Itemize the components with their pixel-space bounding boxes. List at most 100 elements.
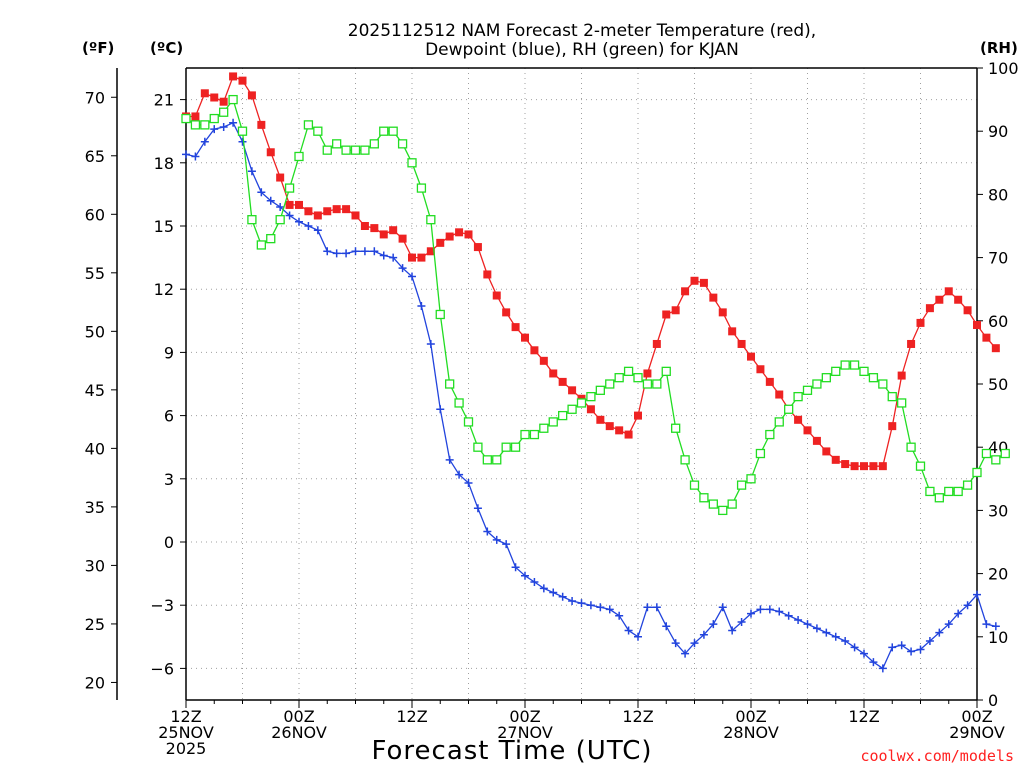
dewpoint-point [549, 588, 558, 597]
temperature-point [747, 352, 755, 361]
dewpoint-point [812, 624, 821, 633]
rh-point [332, 139, 342, 149]
chart-title: 2025112512 NAM Forecast 2-meter Temperat… [348, 21, 816, 60]
temperature-point [925, 304, 934, 313]
dewpoint-point [841, 637, 850, 646]
temperature-point [455, 228, 464, 237]
celsius-tick-label: −3 [150, 596, 174, 615]
temperature-point [944, 287, 953, 296]
temperature-point [982, 333, 991, 342]
rh-point [614, 373, 624, 383]
rh-tick-label: 60 [988, 312, 1008, 331]
rh-tick-label: 10 [988, 628, 1008, 647]
rh-point [558, 410, 568, 421]
temperature-point [408, 253, 416, 262]
temperature-point [389, 226, 398, 235]
temperature-point [323, 207, 332, 216]
temperature-point [370, 224, 379, 233]
rh-point [1000, 448, 1010, 459]
rh-point [680, 455, 690, 465]
temperature-point [247, 91, 256, 100]
fahrenheit-unit-label: (ºF) [82, 39, 114, 57]
dewpoint-point [709, 620, 718, 629]
rh-point [887, 391, 897, 402]
rh-point [397, 139, 408, 149]
dewpoint-point [200, 137, 209, 146]
rh-point [539, 423, 549, 433]
temperature-point [445, 232, 454, 241]
dewpoint-point [775, 607, 784, 616]
dewpoint-point [803, 620, 812, 629]
dewpoint-point [502, 540, 511, 549]
dewpoint-point [662, 622, 671, 631]
dewpoint-point [850, 643, 859, 652]
rh-point [689, 480, 700, 490]
dewpoint-point [304, 222, 313, 230]
dewpoint-point [521, 571, 529, 580]
temperature-point [841, 460, 850, 469]
temperature-point [549, 369, 558, 378]
temperature-point [718, 308, 727, 317]
title-line-2: Dewpoint (blue), RH (green) for KJAN [425, 40, 739, 60]
dewpoint-point [464, 479, 473, 488]
dewpoint-point [643, 603, 652, 612]
dewpoint-point [586, 601, 595, 610]
dewpoint-point [699, 630, 708, 639]
rh-point [981, 448, 992, 459]
rh-point [181, 113, 191, 124]
dewpoint-point [426, 339, 435, 348]
temperature-point [417, 253, 426, 262]
rh-point [774, 417, 784, 427]
temperature-point [963, 306, 972, 315]
temperature-point [624, 430, 633, 439]
rh-point [379, 126, 389, 136]
temperature-point [295, 200, 303, 209]
temperature-point [210, 93, 219, 102]
series-temperature [182, 72, 1000, 471]
rh-point [840, 360, 850, 370]
temperature-point [530, 346, 539, 355]
temperature-point [483, 270, 492, 279]
rh-point [972, 467, 982, 478]
dewpoint-point [907, 647, 916, 656]
fahrenheit-tick-label: 50 [85, 322, 105, 341]
dewpoint-point [916, 645, 925, 654]
rh-tick-label: 30 [988, 501, 1008, 520]
temperature-point [464, 230, 473, 239]
fahrenheit-tick-label: 35 [85, 498, 105, 517]
rh-line [185, 98, 1006, 512]
rh-point [736, 480, 747, 490]
rh-point [454, 398, 464, 408]
temperature-point [436, 238, 445, 247]
dewpoint-point [888, 643, 897, 652]
dewpoint-point [558, 592, 567, 601]
dewpoint-point [822, 628, 831, 637]
rh-point [868, 373, 879, 383]
temperature-point [991, 344, 1000, 353]
rh-point [548, 417, 558, 427]
dewpoint-point [624, 626, 633, 635]
dewpoint-point [455, 470, 464, 479]
rh-point [755, 448, 766, 459]
temperature-point [634, 411, 642, 420]
rh-point [906, 442, 916, 452]
rh-point [878, 379, 888, 389]
celsius-tick-label: 18 [154, 154, 174, 173]
dewpoint-point [869, 658, 878, 667]
temperature-point [332, 205, 341, 214]
rh-point [605, 379, 615, 389]
rh-point [256, 240, 266, 250]
rh-point [435, 309, 445, 320]
dewpoint-point [925, 637, 934, 646]
rh-point [520, 429, 530, 440]
temperature-point [473, 243, 482, 252]
rh-point [322, 145, 332, 155]
celsius-unit-label: (ºC) [150, 39, 183, 57]
series-dewpoint [182, 118, 1000, 673]
temperature-point [558, 377, 567, 386]
dewpoint-point [229, 118, 238, 127]
celsius-tick-label: 15 [154, 217, 174, 236]
rh-point [718, 505, 728, 516]
rh-point [350, 145, 361, 155]
